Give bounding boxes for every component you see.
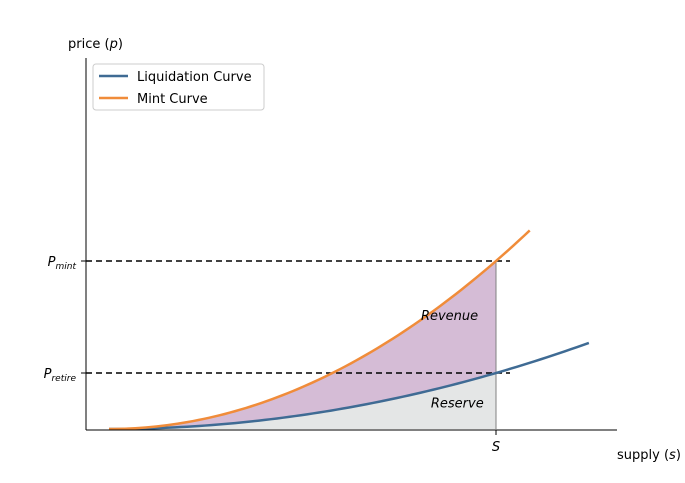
revenue-region	[109, 261, 496, 429]
legend-label-mint: Mint Curve	[137, 92, 208, 107]
reserve-label: Reserve	[431, 397, 484, 412]
legend: Liquidation Curve Mint Curve	[92, 63, 265, 111]
liquidation-curve-line	[108, 341, 590, 431]
mint-curve-line	[108, 229, 531, 431]
y-tick-label-retire: Pretire	[44, 367, 77, 384]
revenue-label: Revenue	[421, 309, 478, 324]
reserve-region	[109, 373, 496, 429]
legend-box	[92, 63, 265, 111]
legend-label-liquidation: Liquidation Curve	[137, 70, 252, 85]
x-axis-label: supply (s)	[617, 448, 681, 463]
y-axis-label: price (p)	[68, 37, 123, 52]
y-tick-label-mint: Pmint	[48, 255, 77, 272]
x-tick-label-s: S	[492, 440, 500, 455]
